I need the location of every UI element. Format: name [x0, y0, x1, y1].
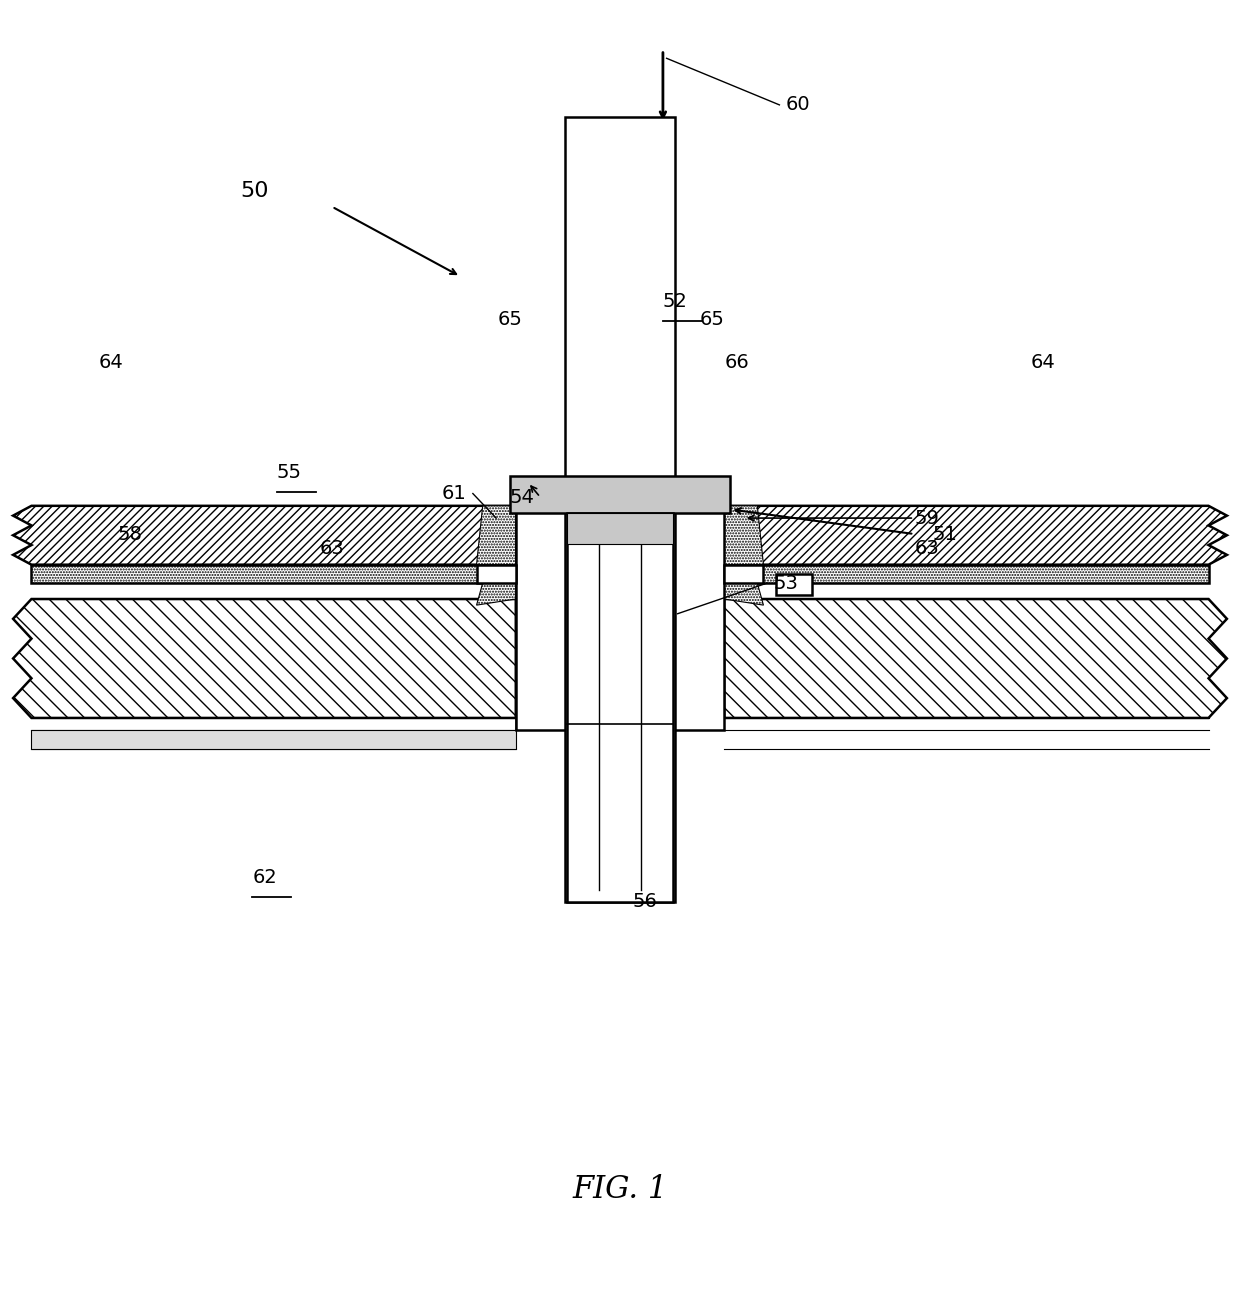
Text: 51: 51 [932, 524, 957, 544]
Text: 63: 63 [320, 539, 345, 558]
Polygon shape [476, 583, 516, 605]
Polygon shape [724, 506, 764, 565]
Text: 53: 53 [774, 574, 799, 592]
Polygon shape [14, 506, 516, 565]
Text: 60: 60 [785, 95, 810, 114]
Polygon shape [14, 598, 516, 718]
Text: 62: 62 [252, 868, 277, 887]
Text: 63: 63 [914, 539, 939, 558]
Bar [31, 565, 516, 583]
Bar [724, 565, 764, 583]
Polygon shape [476, 506, 516, 565]
Text: 59: 59 [914, 509, 939, 528]
Text: FIG. 1: FIG. 1 [573, 1175, 667, 1206]
Bar [567, 513, 673, 544]
Text: 65: 65 [497, 310, 522, 329]
Text: 55: 55 [277, 463, 301, 483]
Text: 50: 50 [239, 181, 268, 200]
Text: 64: 64 [99, 353, 124, 372]
Text: 66: 66 [724, 353, 749, 372]
Polygon shape [724, 583, 764, 605]
Text: 61: 61 [441, 484, 466, 503]
Polygon shape [724, 506, 1226, 565]
Bar [724, 565, 1209, 583]
Bar [516, 490, 724, 730]
Bar [776, 575, 812, 596]
Bar [567, 513, 673, 902]
Bar [510, 476, 730, 513]
Bar [565, 117, 675, 902]
Text: 54: 54 [510, 488, 534, 506]
Text: 56: 56 [632, 892, 657, 912]
Text: 65: 65 [699, 310, 724, 329]
Text: 52: 52 [663, 291, 688, 311]
Bar [31, 730, 516, 748]
Text: 58: 58 [118, 524, 143, 544]
Bar [476, 565, 516, 583]
Polygon shape [724, 598, 1226, 718]
Text: 64: 64 [1030, 353, 1055, 372]
